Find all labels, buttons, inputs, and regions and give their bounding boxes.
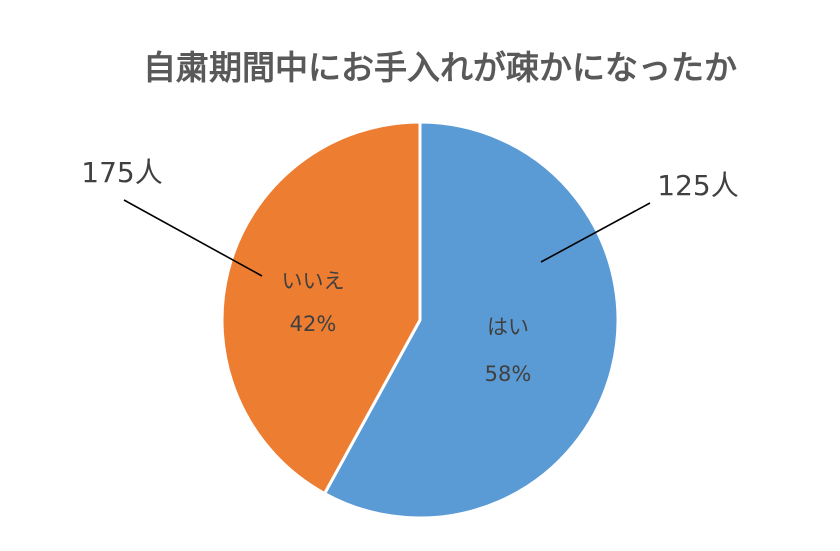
chart-title: 自粛期間中にお手入れが疎かになったか <box>143 48 737 87</box>
leader-line-iie <box>123 199 263 277</box>
slice-percent-hai: 58% <box>485 362 532 386</box>
slice-label-hai: はい <box>487 315 529 339</box>
slice-iie <box>220 120 422 496</box>
leader-lines <box>123 199 651 277</box>
callout-count-hai: 125人 <box>657 169 738 202</box>
slice-label-iie: いいえ <box>282 269 345 293</box>
pie-slices <box>220 120 620 520</box>
callout-count-iie: 175人 <box>81 156 162 189</box>
leader-line-hai <box>540 202 651 263</box>
slice-percent-iie: 42% <box>290 312 337 336</box>
slice-hai <box>323 120 620 520</box>
